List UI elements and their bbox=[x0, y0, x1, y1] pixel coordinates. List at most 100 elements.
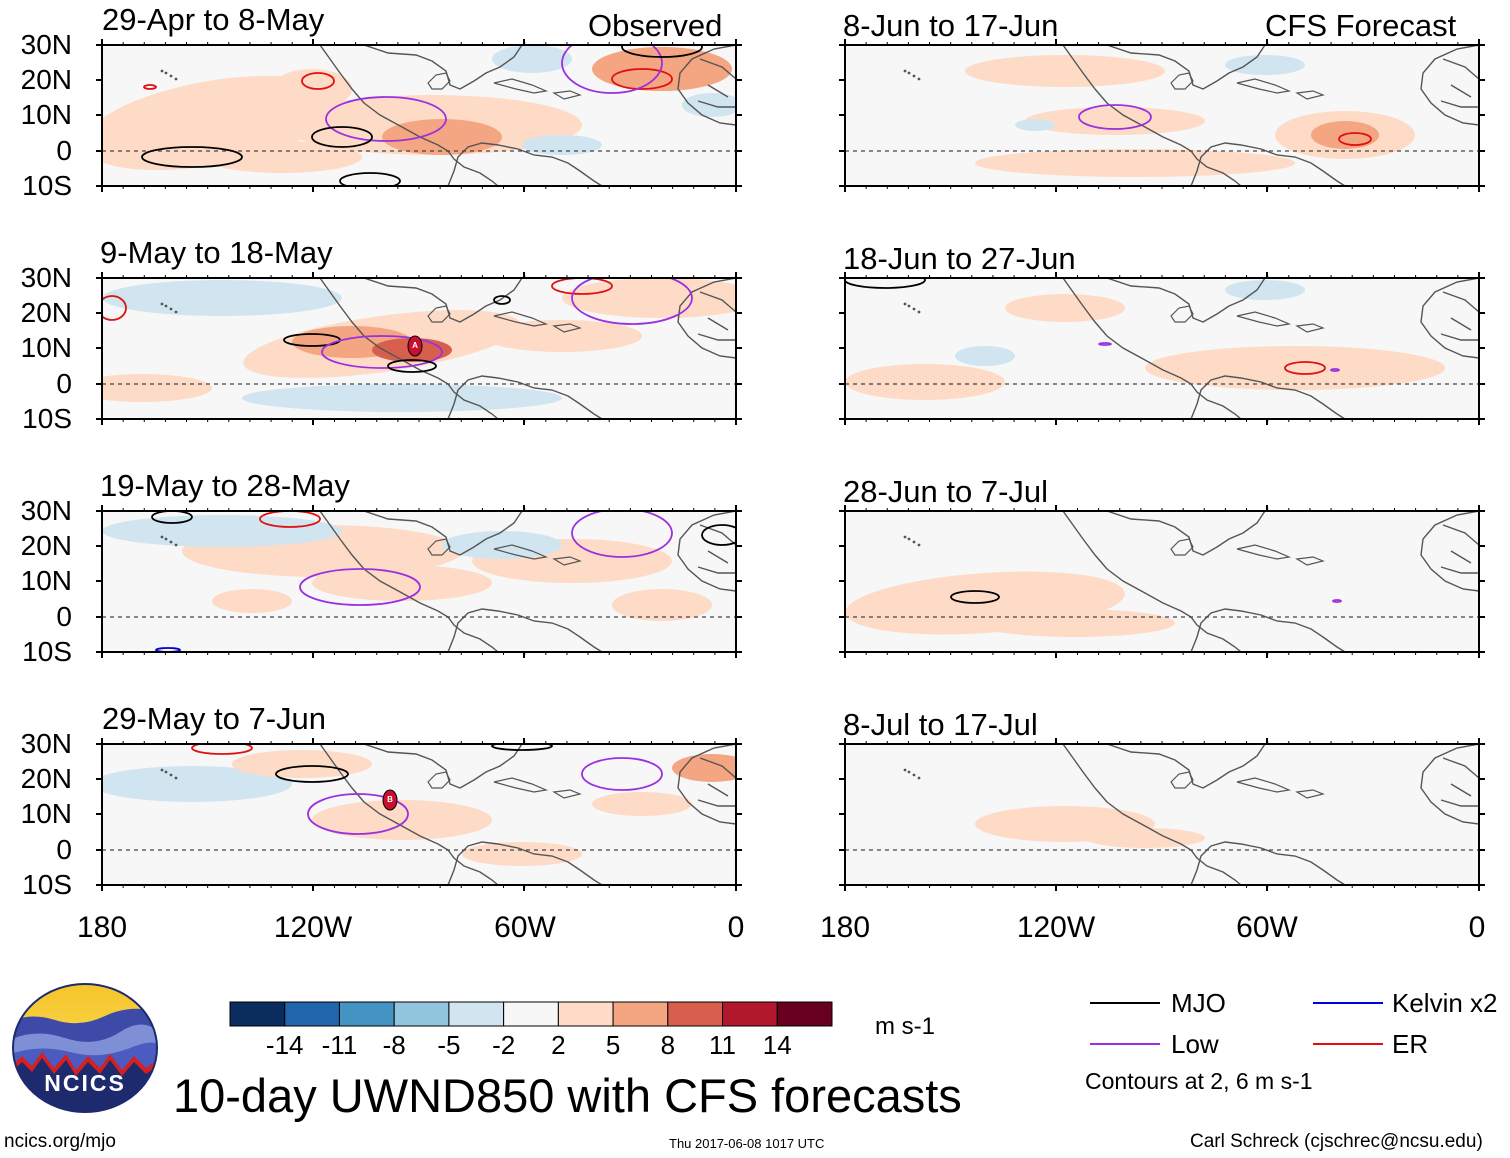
er-contour bbox=[259, 511, 321, 528]
obs-panel-2-title: 9-May to 18-May bbox=[100, 235, 333, 270]
low-contour bbox=[1098, 342, 1112, 346]
hawaii-island bbox=[912, 540, 916, 544]
hawaii-island bbox=[917, 310, 921, 314]
wind-anomaly-shading bbox=[312, 800, 492, 840]
lat-label: 10S bbox=[22, 403, 72, 434]
coastline bbox=[1420, 511, 1479, 592]
island-outline bbox=[552, 90, 582, 100]
coastline bbox=[363, 744, 523, 789]
coastline bbox=[363, 278, 523, 323]
low-contour bbox=[581, 757, 663, 791]
hawaii-island bbox=[174, 310, 178, 314]
colorbar-tick-label: -11 bbox=[321, 1030, 358, 1060]
wind-anomaly-shading bbox=[492, 45, 572, 73]
contour-legend: MJO Low Kelvin x2 ER Contours at 2, 6 m … bbox=[1085, 990, 1505, 1100]
lat-label: 20N bbox=[20, 64, 72, 95]
island-outline bbox=[1236, 311, 1292, 327]
er-contour bbox=[611, 68, 673, 90]
mjo-contour bbox=[845, 278, 926, 289]
coastline bbox=[677, 511, 736, 592]
low-contour bbox=[307, 793, 409, 835]
lat-label: 0 bbox=[56, 135, 72, 166]
wind-anomaly-shading bbox=[442, 531, 562, 559]
coastline bbox=[447, 142, 603, 186]
wind-anomaly-shading bbox=[1015, 119, 1055, 131]
lon-label: 180 bbox=[76, 911, 128, 944]
low-contour bbox=[571, 511, 673, 558]
main-title: 10-day UWND850 with CFS forecasts bbox=[173, 1069, 962, 1122]
er-contour bbox=[301, 72, 335, 90]
island-outline bbox=[1236, 544, 1292, 560]
coastline bbox=[1420, 45, 1479, 126]
wind-anomaly-shading bbox=[522, 135, 602, 155]
coastline bbox=[1420, 278, 1479, 359]
lat-label: 30N bbox=[20, 29, 72, 60]
island-outline bbox=[1170, 771, 1194, 789]
island-outline bbox=[1170, 538, 1194, 556]
lon-label: 0 bbox=[727, 911, 745, 944]
hawaii-island bbox=[174, 543, 178, 547]
fcst-panel-4-title: 8-Jul to 17-Jul bbox=[843, 707, 1038, 742]
lat-label: 30N bbox=[20, 262, 72, 293]
hawaii-island bbox=[160, 69, 164, 73]
wind-anomaly-shading bbox=[462, 842, 582, 866]
forecast-panel-2 bbox=[839, 272, 1485, 425]
wind-anomaly-shading bbox=[965, 55, 1165, 87]
ncics-logo: NCICS bbox=[10, 982, 160, 1114]
obs-panel-1-title: 29-Apr to 8-May bbox=[102, 2, 325, 37]
wind-anomaly-shading bbox=[612, 589, 712, 621]
coastline bbox=[363, 45, 523, 90]
legend-lines bbox=[1090, 1002, 1383, 1045]
storm-marker-b-label: B bbox=[387, 795, 393, 804]
wind-anomaly-shading bbox=[242, 384, 562, 412]
wind-anomaly-shading bbox=[382, 119, 502, 155]
hawaii-island bbox=[907, 71, 911, 75]
wind-anomaly-shading bbox=[975, 609, 1175, 637]
island-outline bbox=[493, 311, 549, 327]
coastline bbox=[1062, 45, 1242, 186]
er-contour bbox=[191, 744, 253, 755]
hawaii-island bbox=[903, 535, 907, 539]
hawaii-island bbox=[164, 770, 168, 774]
kel-contour bbox=[155, 647, 181, 652]
wind-anomaly-shading bbox=[102, 280, 342, 316]
lon-label: 120W bbox=[1016, 911, 1096, 944]
er-contour bbox=[1338, 132, 1372, 146]
lat-label: 30N bbox=[20, 728, 72, 759]
island-outline bbox=[493, 78, 549, 94]
coastline bbox=[1190, 375, 1346, 419]
wind-anomaly-shading bbox=[975, 149, 1295, 177]
forecast-panel-4 bbox=[839, 738, 1485, 891]
island-outline bbox=[1170, 72, 1194, 90]
island-outline bbox=[1295, 90, 1325, 100]
storm-marker-a-label: A bbox=[412, 341, 418, 350]
observed-panel-3 bbox=[96, 505, 742, 658]
hawaii-island bbox=[160, 535, 164, 539]
low-contour bbox=[1332, 599, 1342, 603]
colorbar-tick-label: -8 bbox=[382, 1030, 406, 1060]
mjo-contour bbox=[621, 45, 703, 58]
island-outline bbox=[1295, 789, 1325, 799]
mjo-contour bbox=[339, 172, 401, 186]
wind-anomaly-shading bbox=[102, 766, 292, 802]
footer-timestamp: Thu 2017-06-08 1017 UTC bbox=[669, 1136, 825, 1151]
footer-url[interactable]: ncics.org/mjo bbox=[4, 1131, 116, 1152]
observed-panel-2 bbox=[96, 272, 742, 425]
coastline bbox=[1106, 511, 1266, 556]
hawaii-island bbox=[160, 302, 164, 306]
island-outline bbox=[1295, 323, 1325, 333]
island-outline bbox=[552, 556, 582, 566]
mjo-contour bbox=[311, 126, 373, 148]
coastline bbox=[677, 278, 736, 359]
map-background bbox=[845, 744, 1479, 885]
lat-label: 20N bbox=[20, 297, 72, 328]
colorbar-tick-label: -2 bbox=[492, 1030, 516, 1060]
lat-label: 10N bbox=[20, 798, 72, 829]
hawaii-island bbox=[912, 74, 916, 78]
legend-label-mjo: MJO bbox=[1171, 988, 1226, 1018]
island-outline bbox=[427, 305, 451, 323]
coastline bbox=[319, 278, 499, 419]
colorbar-tick-label: -14 bbox=[265, 1030, 304, 1060]
low-contour bbox=[571, 278, 693, 325]
low-contour bbox=[1330, 368, 1340, 372]
